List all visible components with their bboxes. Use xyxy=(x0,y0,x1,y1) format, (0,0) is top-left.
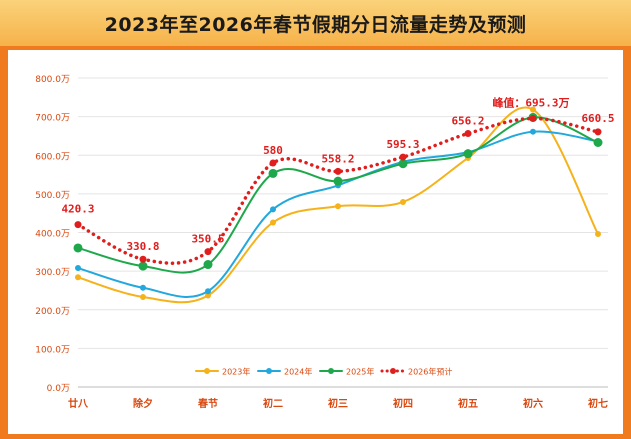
data-point xyxy=(335,203,341,210)
data-label: 峰值：695.3万 xyxy=(492,95,569,109)
data-label: 580 xyxy=(263,144,283,157)
x-tick-label: 初七 xyxy=(588,397,608,410)
y-tick-label: 300.0万 xyxy=(35,268,70,278)
data-point xyxy=(73,243,83,253)
y-tick-label: 100.0万 xyxy=(35,345,70,355)
y-tick-label: 800.0万 xyxy=(35,75,70,85)
data-point xyxy=(203,260,213,270)
data-point xyxy=(205,292,211,299)
y-tick-label: 0.0万 xyxy=(47,384,70,394)
data-point xyxy=(140,284,146,291)
x-tick-label: 初二 xyxy=(263,397,283,410)
data-point xyxy=(268,168,278,178)
x-tick-label: 初三 xyxy=(328,397,348,410)
data-point xyxy=(333,176,343,186)
x-tick-label: 廿八 xyxy=(68,397,89,410)
data-point xyxy=(204,248,212,256)
chart-title: 2023年至2026年春节假期分日流量走势及预测 xyxy=(104,13,527,36)
data-label: 350.5 xyxy=(191,233,224,246)
data-point xyxy=(270,219,276,226)
y-tick-label: 600.0万 xyxy=(35,152,70,162)
data-label: 656.2 xyxy=(451,115,484,128)
x-tick-label: 春节 xyxy=(198,397,218,410)
title-bar: 2023年至2026年春节假期分日流量走势及预测 xyxy=(0,0,631,46)
chart-panel: 0.0万 100.0万 200.0万 300.0万 400.0万 500.0万 600.0万… xyxy=(8,50,623,434)
y-tick-label: 700.0万 xyxy=(35,114,70,124)
data-point xyxy=(464,130,472,138)
data-point xyxy=(269,159,277,167)
legend-label: 2026年预计 xyxy=(408,367,452,377)
data-point xyxy=(138,261,148,271)
data-point xyxy=(205,288,211,295)
data-point xyxy=(595,231,601,238)
y-tick-label: 200.0万 xyxy=(35,307,70,317)
legend-marker xyxy=(266,368,272,374)
y-tick-label: 500.0万 xyxy=(35,191,70,201)
y-tick-label: 400.0万 xyxy=(35,230,70,240)
data-label: 660.5 xyxy=(581,112,614,125)
data-point xyxy=(530,128,536,135)
data-label: 595.3 xyxy=(386,138,419,151)
data-label: 420.3 xyxy=(61,203,94,216)
data-point xyxy=(140,294,146,301)
data-point xyxy=(270,206,276,213)
data-point xyxy=(75,274,81,281)
x-tick-label: 除夕 xyxy=(133,397,153,410)
data-point xyxy=(463,149,473,159)
data-point xyxy=(399,153,407,161)
data-point xyxy=(400,198,406,205)
legend-marker xyxy=(204,368,210,374)
data-point xyxy=(593,138,603,148)
data-point xyxy=(139,255,147,263)
data-point xyxy=(334,167,342,175)
data-point xyxy=(594,128,602,136)
legend-label: 2023年 xyxy=(222,367,250,377)
data-label: 330.8 xyxy=(126,240,159,253)
x-tick-label: 初四 xyxy=(393,397,413,410)
data-point xyxy=(530,106,536,113)
legend-marker xyxy=(390,368,396,374)
series-line xyxy=(76,116,600,265)
data-point xyxy=(398,159,408,169)
x-tick-label: 初五 xyxy=(458,397,478,410)
legend-label: 2024年 xyxy=(284,367,312,377)
legend-marker xyxy=(328,368,334,374)
data-point xyxy=(529,114,537,122)
x-tick-label: 初六 xyxy=(523,397,543,410)
line-chart: 0.0万 100.0万 200.0万 300.0万 400.0万 500.0万 600.0万… xyxy=(35,75,614,410)
data-point xyxy=(74,221,82,229)
data-point xyxy=(75,265,81,272)
legend-label: 2025年 xyxy=(346,367,374,377)
data-label: 558.2 xyxy=(321,152,354,165)
